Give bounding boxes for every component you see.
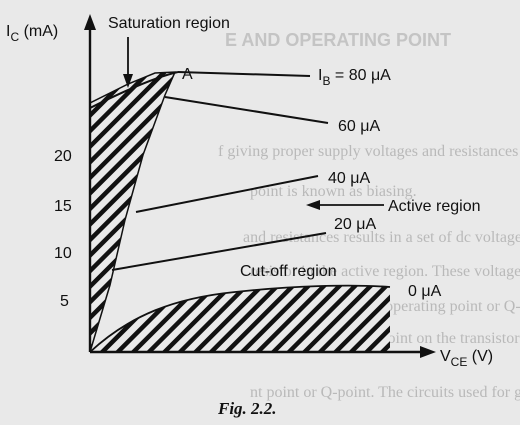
- curve-ib-80: [177, 71, 311, 77]
- curve-label-ib-60: 60 μA: [338, 118, 380, 135]
- curve-label-ib-40: 40 μA: [328, 170, 370, 187]
- ghost-line: resistor in the active region. These vol…: [250, 263, 520, 280]
- ghost-line: nt point or Q-point. The circuits used f…: [250, 384, 520, 401]
- curve-label-ib-0: 0 μA: [408, 283, 442, 300]
- point-a-label: A: [182, 66, 193, 83]
- curve-label-ib-20: 20 μA: [334, 216, 376, 233]
- y-tick-label: 5: [60, 293, 69, 310]
- y-tick-label: 20: [54, 148, 72, 165]
- active-arrowhead: [306, 200, 320, 210]
- y-tick-label: 15: [54, 198, 72, 215]
- y-axis-arrowhead: [84, 14, 96, 30]
- active-region-label: Active region: [388, 198, 481, 215]
- curve-ib-40: [135, 175, 319, 213]
- cutoff-region-label: Cut-off region: [240, 263, 337, 280]
- x-axis-label: VCE (V): [440, 348, 493, 369]
- curve-ib-80-knee: [89, 71, 179, 109]
- ghost-line: point is known as biasing.: [250, 183, 417, 200]
- saturation-region-label: Saturation region: [108, 15, 230, 32]
- x-axis-arrowhead: [420, 346, 436, 358]
- y-tick-label: 10: [54, 245, 72, 262]
- y-axis-label: IC (mA): [6, 23, 58, 44]
- ghost-line: and resistances results in a set of dc v…: [243, 229, 520, 246]
- ghost-heading: E AND OPERATING POINT: [225, 30, 451, 50]
- curve-label-ib-80: IB = 80 μA: [318, 67, 391, 88]
- figure-caption: Fig. 2.2.: [217, 399, 277, 418]
- saturation-arrowhead: [123, 74, 133, 88]
- curve-ib-20: [111, 232, 327, 271]
- curve-ib-60: [164, 96, 329, 124]
- curve-ib-0: [89, 284, 391, 353]
- ghost-line: f giving proper supply voltages and resi…: [218, 143, 520, 160]
- saturation-region-outline: [89, 71, 177, 353]
